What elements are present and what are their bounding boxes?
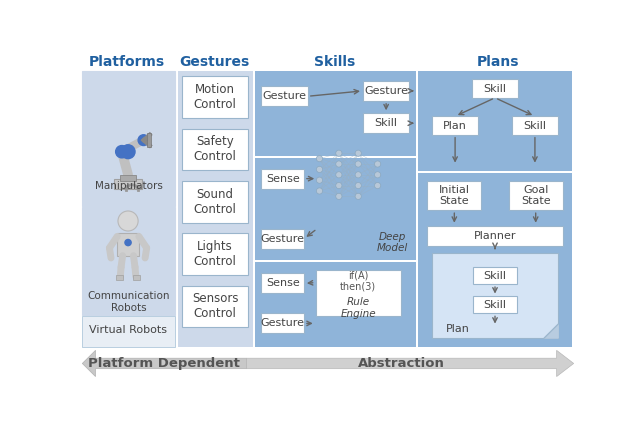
Text: Skill: Skill: [374, 118, 397, 128]
FancyBboxPatch shape: [83, 71, 175, 206]
Text: Plan: Plan: [443, 120, 467, 131]
Text: if(A)
then(3): if(A) then(3): [340, 270, 376, 292]
FancyBboxPatch shape: [83, 207, 175, 315]
FancyBboxPatch shape: [261, 86, 308, 106]
FancyBboxPatch shape: [428, 181, 481, 210]
Text: Gesture: Gesture: [364, 86, 408, 96]
Text: Gesture: Gesture: [260, 234, 305, 244]
FancyBboxPatch shape: [363, 81, 410, 101]
Text: Platforms: Platforms: [88, 55, 164, 69]
FancyBboxPatch shape: [261, 313, 304, 333]
Text: Skills: Skills: [314, 55, 355, 69]
Polygon shape: [246, 350, 573, 377]
Circle shape: [374, 161, 381, 167]
Text: Skill: Skill: [483, 270, 506, 281]
Polygon shape: [544, 324, 558, 338]
FancyBboxPatch shape: [178, 71, 253, 347]
FancyBboxPatch shape: [432, 253, 558, 338]
FancyBboxPatch shape: [472, 79, 518, 98]
Polygon shape: [83, 350, 246, 377]
Circle shape: [374, 182, 381, 189]
Text: Sense: Sense: [266, 174, 300, 184]
FancyBboxPatch shape: [316, 270, 401, 316]
FancyBboxPatch shape: [182, 233, 248, 275]
Circle shape: [355, 150, 362, 157]
FancyBboxPatch shape: [182, 286, 248, 327]
FancyBboxPatch shape: [261, 229, 304, 249]
Circle shape: [316, 166, 323, 172]
Text: Planner: Planner: [474, 230, 516, 241]
Text: Gestures: Gestures: [179, 55, 249, 69]
FancyBboxPatch shape: [474, 267, 516, 284]
Circle shape: [121, 145, 135, 159]
FancyBboxPatch shape: [182, 129, 248, 170]
Text: Sense: Sense: [266, 278, 300, 289]
Circle shape: [336, 161, 342, 167]
Circle shape: [355, 193, 362, 200]
Text: Skill: Skill: [524, 120, 547, 131]
Text: Sensors
Control: Sensors Control: [192, 292, 239, 320]
FancyBboxPatch shape: [261, 273, 304, 293]
Circle shape: [336, 150, 342, 157]
FancyBboxPatch shape: [117, 233, 139, 256]
Circle shape: [316, 156, 323, 162]
FancyBboxPatch shape: [428, 226, 563, 246]
FancyBboxPatch shape: [114, 178, 142, 190]
Text: Rule
Engine: Rule Engine: [340, 297, 376, 319]
Text: Skill: Skill: [483, 83, 506, 94]
Circle shape: [336, 172, 342, 178]
FancyBboxPatch shape: [132, 275, 140, 280]
Text: Manipulators: Manipulators: [95, 181, 163, 191]
FancyBboxPatch shape: [182, 76, 248, 118]
Text: Lights
Control: Lights Control: [194, 240, 237, 268]
FancyBboxPatch shape: [182, 181, 248, 223]
FancyBboxPatch shape: [255, 158, 415, 259]
FancyBboxPatch shape: [261, 169, 304, 189]
Text: Motion
Control: Motion Control: [194, 83, 237, 111]
FancyBboxPatch shape: [83, 316, 175, 347]
FancyBboxPatch shape: [418, 71, 572, 171]
Text: Platform Dependent: Platform Dependent: [88, 357, 239, 370]
FancyBboxPatch shape: [147, 133, 150, 147]
FancyBboxPatch shape: [120, 175, 136, 181]
Circle shape: [118, 211, 138, 231]
FancyBboxPatch shape: [418, 173, 572, 347]
FancyBboxPatch shape: [474, 296, 516, 313]
Circle shape: [336, 193, 342, 200]
Text: Plans: Plans: [477, 55, 520, 69]
Text: Initial
State: Initial State: [439, 185, 470, 206]
Text: Gesture: Gesture: [262, 91, 307, 101]
Text: Abstraction: Abstraction: [358, 357, 445, 370]
Text: Safety
Control: Safety Control: [194, 135, 237, 163]
Text: Communication
Robots: Communication Robots: [87, 291, 170, 313]
Circle shape: [125, 240, 131, 246]
Circle shape: [355, 182, 362, 189]
Circle shape: [316, 177, 323, 183]
Circle shape: [374, 172, 381, 178]
FancyBboxPatch shape: [509, 181, 563, 210]
Text: Deep
Model: Deep Model: [377, 232, 408, 253]
Circle shape: [355, 172, 362, 178]
Text: Sound
Control: Sound Control: [194, 188, 237, 216]
Circle shape: [336, 182, 342, 189]
FancyBboxPatch shape: [255, 262, 415, 347]
Circle shape: [355, 161, 362, 167]
Circle shape: [138, 135, 149, 145]
Text: Skill: Skill: [483, 300, 506, 310]
FancyBboxPatch shape: [511, 116, 558, 135]
Text: Goal
State: Goal State: [521, 185, 550, 206]
Circle shape: [116, 145, 128, 158]
Text: Plan: Plan: [446, 324, 470, 334]
FancyBboxPatch shape: [116, 275, 124, 280]
Circle shape: [316, 188, 323, 194]
FancyBboxPatch shape: [363, 113, 410, 133]
FancyBboxPatch shape: [432, 116, 478, 135]
Text: Virtual Robots: Virtual Robots: [90, 326, 168, 335]
FancyBboxPatch shape: [255, 71, 415, 156]
Text: Gesture: Gesture: [260, 318, 305, 329]
